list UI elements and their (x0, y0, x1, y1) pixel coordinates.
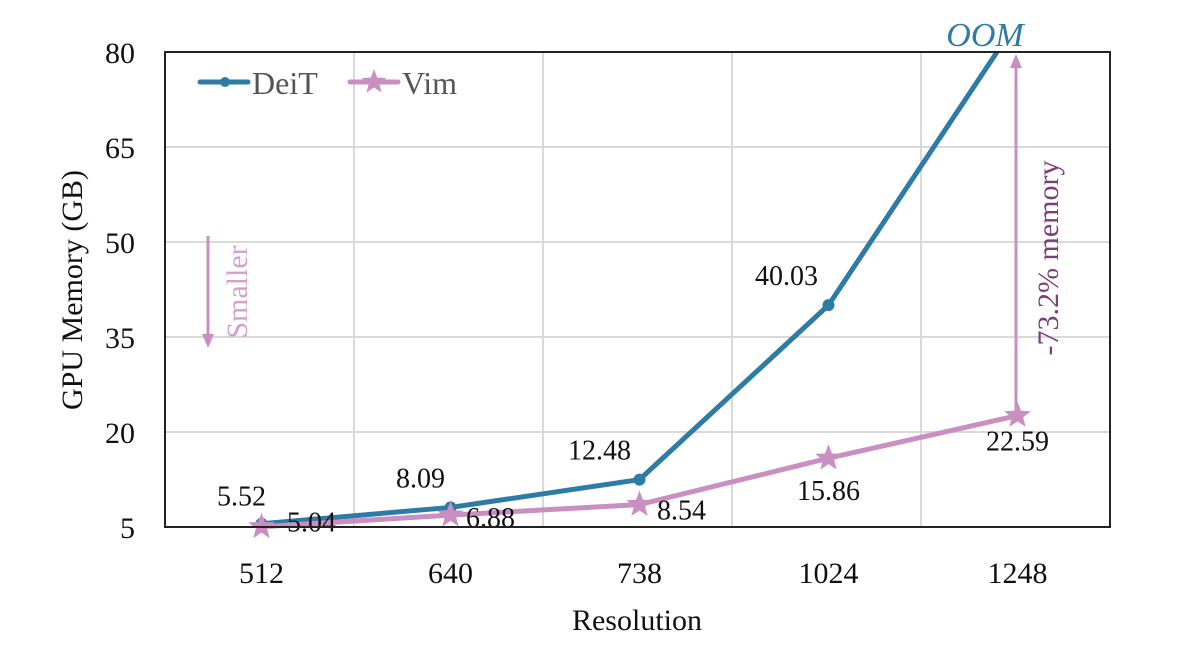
y-tick-label: 50 (105, 227, 135, 260)
legend-deit-marker (220, 77, 230, 87)
vim-point (248, 512, 275, 539)
oom-annotation: OOM (946, 17, 1025, 54)
legend-vim-marker (361, 69, 387, 93)
deit-data-label: 12.48 (568, 436, 631, 467)
vim-data-label: 6.88 (466, 503, 515, 534)
deit-data-label: 40.03 (755, 261, 818, 292)
y-tick-label: 5 (120, 512, 135, 545)
vim-point (1004, 401, 1031, 427)
y-axis-label: GPU Memory (GB) (56, 170, 89, 410)
legend: DeiT Vim (197, 65, 457, 101)
legend-vim-label: Vim (402, 65, 457, 101)
y-tick-label: 80 (105, 37, 135, 70)
vim-point (437, 501, 464, 527)
smaller-annotation: Smaller (221, 245, 254, 338)
deit-point (822, 299, 835, 312)
y-tick-label: 65 (105, 132, 135, 165)
vim-data-label: 15.86 (797, 476, 860, 507)
x-tick-label: 738 (617, 557, 662, 590)
x-tick-label: 1024 (799, 557, 859, 590)
deit-data-label: 8.09 (396, 463, 445, 494)
y-tick-label: 20 (105, 417, 135, 450)
legend-star-shape (361, 69, 387, 93)
x-ticks: 512 640 738 1024 1248 (239, 557, 1048, 590)
plot-frame (164, 51, 1111, 528)
reduction-arrow-head (1010, 54, 1022, 68)
reduction-annotation: -73.2% memory (1032, 161, 1065, 356)
vim-point (815, 444, 842, 470)
series-layer: 5.52 8.09 12.48 40.03 5.04 6.88 8.54 15.86 22.59 (217, 50, 1049, 539)
y-ticks: 5 20 35 50 65 80 (105, 37, 135, 545)
vim-data-label: 8.54 (657, 496, 706, 527)
deit-data-label: 5.52 (217, 482, 266, 513)
x-tick-label: 512 (239, 557, 284, 590)
vim-data-label: 22.59 (986, 427, 1049, 458)
smaller-arrow-head (202, 334, 214, 348)
grid (165, 51, 1110, 528)
x-axis-label: Resolution (572, 604, 702, 637)
vim-point (626, 490, 653, 516)
y-tick-label: 35 (105, 322, 135, 355)
x-tick-label: 640 (428, 557, 473, 590)
legend-deit-label: DeiT (252, 65, 318, 101)
x-tick-label: 1248 (988, 557, 1048, 590)
deit-point (633, 473, 646, 486)
vim-data-label: 5.04 (287, 508, 336, 539)
